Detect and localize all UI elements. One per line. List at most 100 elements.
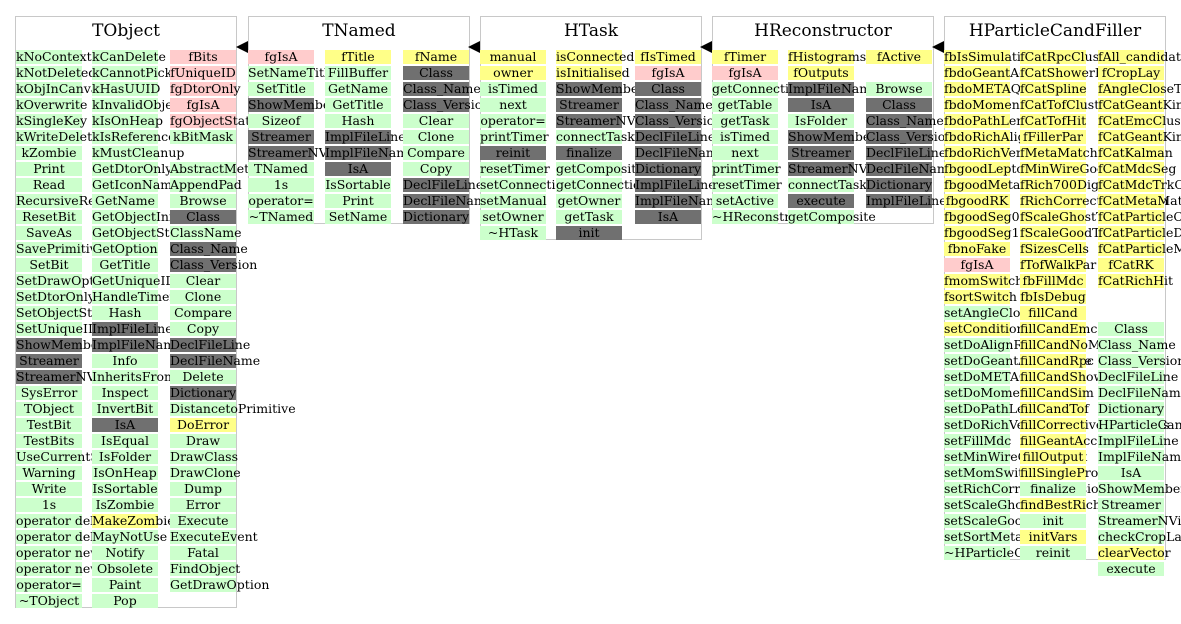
member-fbgoodseg1: fbgoodSeg1 — [944, 225, 1020, 240]
member-clone: Clone — [403, 130, 469, 144]
member-fcatrichhit: fCatRichHit — [1098, 273, 1174, 288]
member-fbits: fBits — [170, 50, 236, 64]
member-streamer: Streamer — [556, 98, 622, 112]
member-invertbit: InvertBit — [92, 402, 158, 416]
member-fbdorichalign: fbdoRichAlign — [944, 129, 1034, 144]
member-declfileline: DeclFileLine — [866, 145, 947, 160]
member-findbestrich: findBestRich — [1020, 497, 1101, 512]
member-gettask: getTask — [712, 114, 778, 128]
member-clone: Clone — [170, 290, 236, 304]
member-fistimed: fIsTimed — [635, 50, 701, 64]
member-blank — [1098, 306, 1164, 320]
member-operator-delete: operator delete — [16, 513, 115, 528]
member-issortable: IsSortable — [325, 177, 391, 192]
member-fcatparticledebug: fCatParticleDebug — [1098, 225, 1181, 240]
member-setsortmeta: setSortMeta — [944, 529, 1023, 544]
member-class: Class — [170, 210, 236, 224]
member-setdorichvertexcorr: setDoRichVertexCorr — [944, 418, 1079, 432]
member-fname: fName — [403, 50, 469, 64]
member-fall-candidates: fAll_candidates — [1098, 49, 1181, 64]
member-setconditions: setConditions — [944, 321, 1031, 336]
member-compare: Compare — [170, 306, 236, 320]
member-compare: Compare — [403, 146, 469, 160]
member-recursiveremove: RecursiveRemove — [16, 193, 130, 208]
member-kmustcleanup: kMustCleanup — [92, 145, 185, 160]
member-getname: GetName — [325, 82, 391, 96]
member-fbgoodseg0: fbgoodSeg0 — [944, 209, 1020, 224]
member-declfilename: DeclFileName — [170, 353, 261, 368]
member-setnametitle: SetNameTitle — [248, 65, 336, 80]
member-fgisa: fgIsA — [248, 50, 314, 64]
member-streamernvirtual: StreamerNVirtual — [556, 113, 670, 128]
member-setscaleghosttrack: setScaleGhostTrack — [944, 497, 1071, 512]
member-fillcorrectiveproperties: fillCorrectiveProperties — [1020, 418, 1169, 432]
member-declfilename: DeclFileName — [403, 193, 494, 208]
member-setdomomentumcorr: setDoMomentumCorr — [944, 386, 1082, 400]
class-title: TNamed — [322, 21, 396, 41]
member-gettask: getTask — [556, 210, 622, 224]
member-fcatparticlemdc: fCatParticleMdc — [1098, 241, 1181, 256]
member-setdtoronly: SetDtorOnly — [16, 289, 95, 304]
class-title: TObject — [92, 21, 160, 41]
member-fangleclosetrack: fAngleCloseTrack — [1098, 81, 1181, 96]
member-fmetamatchpar: fMetaMatchPar — [1020, 145, 1119, 160]
member-declfilename: DeclFileName — [635, 145, 726, 160]
member-fillcandemc: fillCandEmc — [1020, 321, 1098, 336]
member-tobject: ~TObject — [16, 594, 82, 608]
member-findobject: FindObject — [170, 561, 241, 576]
member-declfilename: DeclFileName — [866, 161, 957, 176]
member-implfilename: ImplFileName — [325, 145, 416, 160]
member-fbnofake: fbnoFake — [944, 242, 1010, 256]
member-execute: Execute — [170, 514, 236, 528]
member-clear: Clear — [403, 114, 469, 128]
member-getdrawoption: GetDrawOption — [170, 577, 270, 592]
member-notify: Notify — [92, 546, 158, 560]
member-maynotuse: MayNotUse — [92, 529, 168, 544]
member-1s: 1s — [16, 498, 82, 512]
member-ksinglekey: kSingleKey — [16, 113, 88, 128]
member-setobjectstat: SetObjectStat — [16, 305, 105, 320]
member-copy: Copy — [170, 322, 236, 336]
member-draw: Draw — [170, 434, 236, 448]
member-declfileline: DeclFileLine — [1098, 369, 1179, 384]
member-knocontextmenu: kNoContextMenu — [16, 49, 128, 64]
member-fcatmdctrkcand: fCatMdcTrkCand — [1098, 177, 1181, 192]
member-setdopathlengthcorr: setDoPathLengthCorr — [944, 402, 1083, 416]
member-isa: IsA — [325, 162, 391, 176]
member-khasuuid: kHasUUID — [92, 81, 161, 96]
member-fcatshowerhit: fCatShowerHit — [1020, 65, 1115, 80]
member-copy: Copy — [403, 162, 469, 176]
member-kisonheap: kIsOnHeap — [92, 113, 163, 128]
member-execute: execute — [1098, 562, 1164, 576]
member-fillsingleproperties: fillSingleProperties — [1020, 465, 1143, 480]
member-hparticlecandfiller: HParticleCandFiller — [1098, 417, 1181, 432]
member-class-name: Class_Name — [170, 241, 248, 256]
member-fillgeantacceptance: fillGeantAcceptance — [1020, 433, 1148, 448]
member-printtimer: printTimer — [480, 129, 549, 144]
inheritance-arrow — [932, 41, 944, 53]
member-isinitialised: isInitialised — [556, 65, 630, 80]
member-class-version: Class_Version — [170, 257, 258, 272]
member-fbgoodmeta: fbgoodMeta — [944, 177, 1021, 192]
member-fscalegoodtrack: fScaleGoodTrack — [1020, 225, 1129, 240]
member-finalize: finalize — [1020, 482, 1086, 496]
member-gettitle: GetTitle — [325, 98, 391, 112]
member-init: init — [1020, 514, 1086, 528]
member-write: Write — [16, 482, 82, 496]
member-fgobjectstat: fgObjectStat — [170, 113, 251, 128]
member-fgisa: fgIsA — [712, 66, 778, 80]
member-tobject: TObject — [16, 402, 82, 416]
member-fcatrpccluster: fCatRpcCluster — [1020, 49, 1118, 64]
member-syserror: SysError — [16, 386, 82, 400]
member-class: Class — [866, 98, 932, 112]
member-getcomposite: getComposite — [788, 209, 876, 224]
member-implfileline: ImplFileLine — [635, 177, 716, 192]
member-inheritsfrom: InheritsFrom — [92, 369, 176, 384]
member-fgisa: fgIsA — [170, 98, 236, 112]
member-class-version: Class_Version — [403, 97, 491, 112]
member-fbdometaqanorm: fbdoMETAQANorm — [944, 81, 1067, 96]
member-hash: Hash — [325, 114, 391, 128]
member-showmembers: ShowMembers — [16, 337, 111, 352]
member-implfileline: ImplFileLine — [325, 129, 406, 144]
member-usecurrentstyle: UseCurrentStyle — [16, 449, 123, 464]
